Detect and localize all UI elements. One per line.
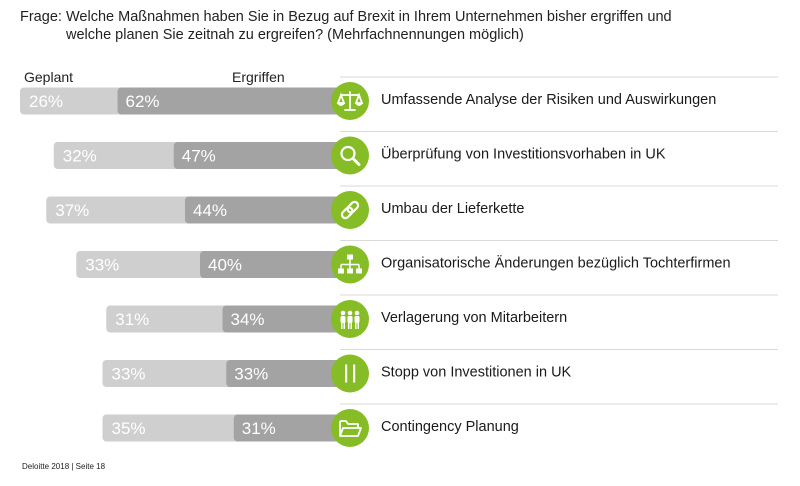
bar-planned (102, 414, 244, 442)
bar-taken (185, 196, 350, 224)
category-label: Umfassende Analyse der Risiken und Auswi… (381, 92, 716, 108)
category-label: Verlagerung von Mitarbeitern (381, 310, 567, 326)
question-line-1: Welche Maßnahmen haben Sie in Bezug auf … (66, 9, 672, 25)
question-label: Frage: (20, 9, 62, 25)
label-taken: 44% (193, 201, 227, 220)
label-planned: 32% (63, 147, 97, 166)
bar-taken (226, 360, 350, 387)
label-planned: 35% (112, 419, 146, 438)
category-label: Organisatorische Änderungen bezüglich To… (381, 255, 731, 272)
label-taken: 33% (234, 365, 268, 384)
bar-taken (200, 251, 350, 278)
bar-planned (76, 251, 210, 278)
question-text: Frage: Welche Maßnahmen haben Sie in Bezu… (20, 8, 780, 44)
label-taken: 34% (231, 310, 265, 329)
category-label: Contingency Planung (381, 419, 519, 435)
pause-icon (331, 354, 369, 393)
folder-icon (331, 409, 369, 447)
bar-taken (173, 142, 350, 169)
bar-taken (233, 414, 350, 442)
bar-planned (46, 196, 195, 224)
magnifier-icon (331, 136, 369, 175)
label-taken: 62% (126, 92, 160, 111)
org-chart-icon (331, 245, 369, 284)
label-taken: 40% (208, 256, 242, 275)
bar-planned (53, 142, 184, 169)
label-planned: 33% (85, 256, 119, 275)
footer-text: Deloitte 2018 | Seite 18 (22, 462, 106, 471)
column-label-taken: Ergriffen (232, 69, 285, 85)
label-planned: 37% (55, 201, 89, 220)
label-planned: 31% (115, 310, 149, 329)
label-planned: 33% (112, 365, 146, 384)
category-label: Umbau der Lieferkette (381, 201, 524, 217)
category-label: Stopp von Investitionen in UK (381, 365, 572, 381)
scales-icon (331, 82, 369, 120)
column-label-planned: Geplant (24, 69, 74, 85)
label-taken: 47% (182, 147, 216, 166)
label-taken: 31% (242, 419, 276, 438)
label-planned: 26% (29, 92, 63, 111)
bar-taken (117, 87, 350, 115)
bar-planned (106, 305, 233, 333)
question-line-2: welche planen Sie zeitnah zu ergreifen? … (66, 27, 524, 43)
people-icon (331, 300, 369, 338)
bar-planned (102, 360, 237, 387)
category-label: Überprüfung von Investitionsvorhaben in … (381, 145, 666, 163)
chain-link-icon (331, 191, 369, 229)
bar-planned (20, 87, 128, 115)
bar-taken (222, 305, 350, 333)
